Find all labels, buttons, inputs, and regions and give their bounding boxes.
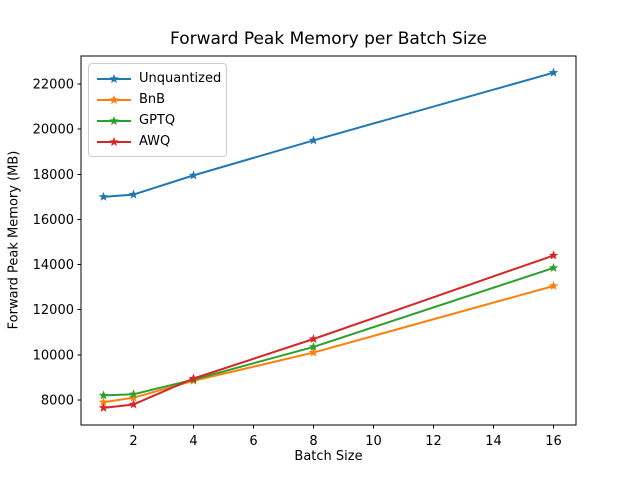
data-point-marker-awq [128,399,139,409]
data-point-marker-unquantized [98,191,109,201]
star-marker-icon [109,136,119,146]
legend-line-sample [97,73,131,83]
data-point-marker-gptq [548,262,559,272]
x-axis-label: Batch Size [294,449,363,464]
x-tick-label: 6 [249,434,257,449]
x-tick-label: 8 [309,434,317,449]
data-point-marker-gptq [308,341,319,351]
data-point-marker-awq [548,250,559,260]
data-point-marker-bnb [128,392,139,402]
y-tick-label: 22000 [33,77,74,92]
data-point-marker-unquantized [548,67,559,77]
y-tick-label: 16000 [33,213,74,228]
y-tick-label: 12000 [33,303,74,318]
x-tick-label: 16 [545,434,562,449]
star-marker-icon [109,94,119,104]
legend-label: BnB [139,92,166,107]
x-tick-label: 4 [189,434,197,449]
data-point-marker-awq [98,402,109,412]
x-tick-label: 14 [485,434,502,449]
star-marker-icon [109,73,119,83]
plot-border [80,55,577,426]
legend: Unquantized BnB GPTQ AWQ [88,63,227,157]
legend-label: Unquantized [139,71,222,86]
star-marker-icon [109,115,119,125]
data-point-marker-bnb [548,280,559,291]
legend-item-bnb: BnB [95,89,226,110]
legend-item-awq: AWQ [95,131,226,152]
data-point-marker-awq [308,334,319,344]
legend-label: GPTQ [139,113,176,128]
data-point-marker-unquantized [128,189,139,199]
data-point-marker-bnb [98,397,109,407]
data-point-marker-awq [188,373,199,383]
x-tick-label: 2 [129,434,137,449]
x-tick-label: 10 [365,434,382,449]
y-tick-label: 10000 [33,348,74,363]
y-tick-label: 18000 [33,168,74,183]
data-point-marker-gptq [128,389,139,399]
data-point-marker-unquantized [308,135,319,145]
legend-line-sample [97,115,131,125]
x-tick-label: 12 [425,434,442,449]
legend-line-sample [97,94,131,104]
data-point-marker-unquantized [188,170,199,180]
y-axis-label: Forward Peak Memory (MB) [6,150,22,330]
data-point-marker-bnb [308,347,319,357]
chart-title: Forward Peak Memory per Batch Size [170,29,487,49]
y-tick-label: 20000 [33,123,74,138]
series-line-gptq [102,266,555,397]
data-point-marker-gptq [98,390,109,400]
legend-line-sample [97,136,131,146]
legend-item-gptq: GPTQ [95,110,226,131]
y-tick-label: 8000 [41,393,74,408]
y-tick-label: 14000 [33,258,74,273]
legend-item-unquantized: Unquantized [95,68,226,89]
legend-label: AWQ [139,134,171,149]
